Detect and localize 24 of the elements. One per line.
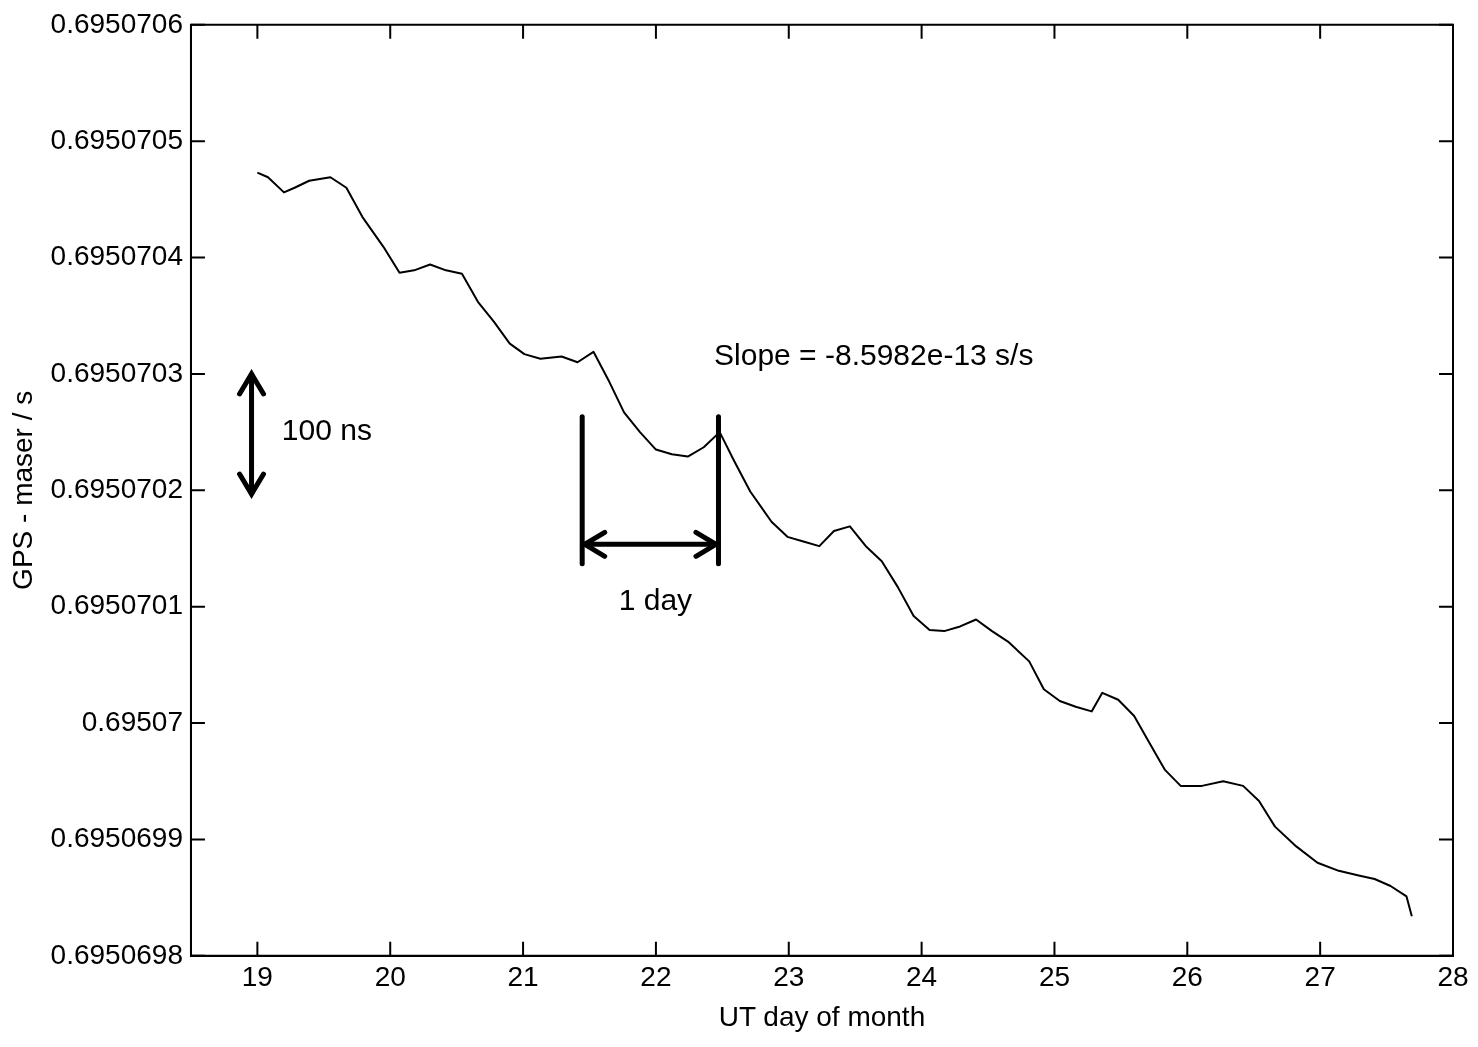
- annotation: 100 ns: [281, 412, 372, 446]
- x-tick-label: 19: [241, 961, 273, 993]
- x-tick-label: 22: [640, 961, 672, 993]
- y-tick-label: 0.6950701: [50, 589, 183, 621]
- y-tick-label: 0.6950702: [50, 473, 183, 505]
- y-tick-label: 0.6950698: [50, 938, 183, 970]
- x-tick-label: 27: [1304, 961, 1336, 993]
- y-tick-label: 0.69507: [81, 705, 183, 737]
- y-tick-label: 0.6950705: [50, 123, 183, 155]
- annotation: Slope = -8.5982e-13 s/s: [714, 338, 1034, 372]
- y-tick-label: 0.6950699: [50, 822, 183, 854]
- x-axis-title: UT day of month: [718, 1000, 926, 1032]
- annotation: 1 day: [618, 583, 693, 617]
- y-axis-title: GPS - maser / s: [6, 390, 38, 590]
- y-tick-label: 0.6950704: [50, 240, 183, 272]
- x-tick-label: 26: [1171, 961, 1203, 993]
- y-tick-label: 0.6950703: [50, 356, 183, 388]
- x-tick-label: 20: [374, 961, 406, 993]
- x-tick-label: 24: [906, 961, 938, 993]
- x-tick-label: 25: [1038, 961, 1071, 993]
- x-tick-label: 23: [773, 961, 805, 993]
- x-tick-label: 21: [507, 961, 539, 993]
- x-tick-label: 28: [1437, 961, 1469, 993]
- y-tick-label: 0.6950706: [50, 7, 183, 39]
